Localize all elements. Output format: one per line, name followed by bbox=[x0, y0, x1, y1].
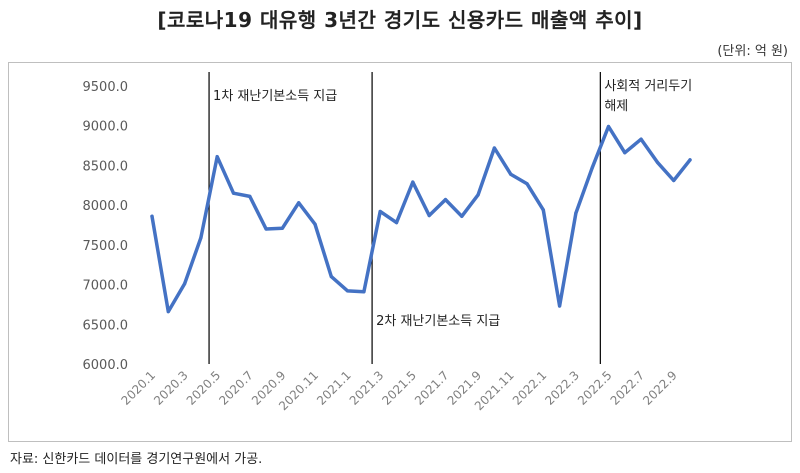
y-tick-label: 6000.0 bbox=[83, 358, 129, 373]
data-point bbox=[655, 160, 659, 164]
data-point bbox=[476, 193, 480, 197]
unit-label: (단위: 억 원) bbox=[717, 44, 788, 59]
event-lines bbox=[208, 72, 601, 364]
data-point bbox=[362, 290, 366, 294]
y-tick-label: 7000.0 bbox=[83, 279, 129, 294]
source-note: 자료: 신한카드 데이터를 경기연구원에서 가공. bbox=[10, 452, 263, 467]
x-tick-label: 2020.7 bbox=[216, 368, 256, 408]
x-axis: 2020.12020.32020.52020.72020.92020.11202… bbox=[119, 368, 680, 413]
data-point bbox=[427, 213, 431, 218]
data-point bbox=[183, 282, 187, 286]
y-tick-label: 9500.0 bbox=[83, 80, 129, 95]
data-point bbox=[346, 289, 350, 293]
x-tick-label: 2021.3 bbox=[347, 368, 387, 408]
chart-frame bbox=[8, 62, 792, 442]
y-tick-label: 8000.0 bbox=[83, 199, 129, 214]
data-point bbox=[231, 191, 236, 195]
data-point bbox=[606, 124, 611, 129]
x-tick-label: 2022.5 bbox=[575, 368, 615, 408]
data-point bbox=[411, 180, 415, 184]
y-tick-label: 7500.0 bbox=[83, 239, 129, 254]
series-line bbox=[150, 124, 692, 314]
data-point bbox=[574, 211, 578, 215]
x-tick-label: 2021.5 bbox=[379, 368, 419, 408]
y-tick-label: 8500.0 bbox=[83, 159, 129, 174]
data-point bbox=[460, 214, 464, 218]
data-point bbox=[688, 158, 692, 162]
annotation-label: 해제 bbox=[604, 99, 628, 114]
data-point bbox=[639, 137, 643, 141]
x-tick-label: 2020.1 bbox=[119, 368, 159, 408]
y-tick-label: 6500.0 bbox=[83, 318, 129, 333]
data-point bbox=[590, 166, 594, 170]
data-point bbox=[378, 209, 382, 214]
data-point bbox=[394, 221, 399, 225]
x-tick-label: 2020.5 bbox=[184, 368, 224, 408]
data-point bbox=[443, 197, 448, 202]
data-point bbox=[280, 226, 285, 230]
data-point bbox=[557, 304, 562, 308]
data-point bbox=[313, 222, 317, 226]
data-point bbox=[541, 208, 545, 212]
data-point bbox=[199, 236, 203, 240]
annotation-label: 사회적 거리두기 bbox=[604, 79, 692, 94]
annotation-label: 1차 재난기본소득 지급 bbox=[213, 89, 337, 104]
data-point bbox=[329, 275, 333, 279]
annotation-label: 2차 재난기본소득 지급 bbox=[376, 314, 500, 329]
x-tick-label: 2022.1 bbox=[510, 368, 550, 408]
x-tick-label: 2022.7 bbox=[608, 368, 648, 408]
data-point bbox=[166, 309, 170, 314]
x-tick-label: 2021.7 bbox=[412, 368, 452, 408]
y-axis: 6000.0 6500.0 7000.0 7500.0 8000.0 8500.0 9000… bbox=[83, 80, 129, 373]
x-tick-label: 2021.1 bbox=[314, 368, 354, 408]
data-point bbox=[150, 214, 154, 218]
data-point bbox=[297, 201, 301, 205]
chart-title: [코로나19 대유행 3년간 경기도 신용카드 매출액 추이] bbox=[157, 8, 643, 32]
x-tick-label: 2022.3 bbox=[542, 368, 582, 408]
y-tick-label: 9000.0 bbox=[83, 120, 129, 135]
data-point bbox=[623, 151, 627, 155]
data-point bbox=[672, 178, 676, 183]
x-tick-label: 2022.9 bbox=[640, 368, 680, 408]
data-point bbox=[509, 172, 513, 176]
series-layer bbox=[150, 124, 692, 314]
data-point bbox=[492, 146, 496, 150]
x-tick-label: 2020.3 bbox=[151, 368, 191, 408]
data-point bbox=[264, 227, 268, 231]
data-point bbox=[248, 194, 252, 199]
data-point bbox=[525, 182, 529, 186]
data-point bbox=[215, 155, 219, 159]
